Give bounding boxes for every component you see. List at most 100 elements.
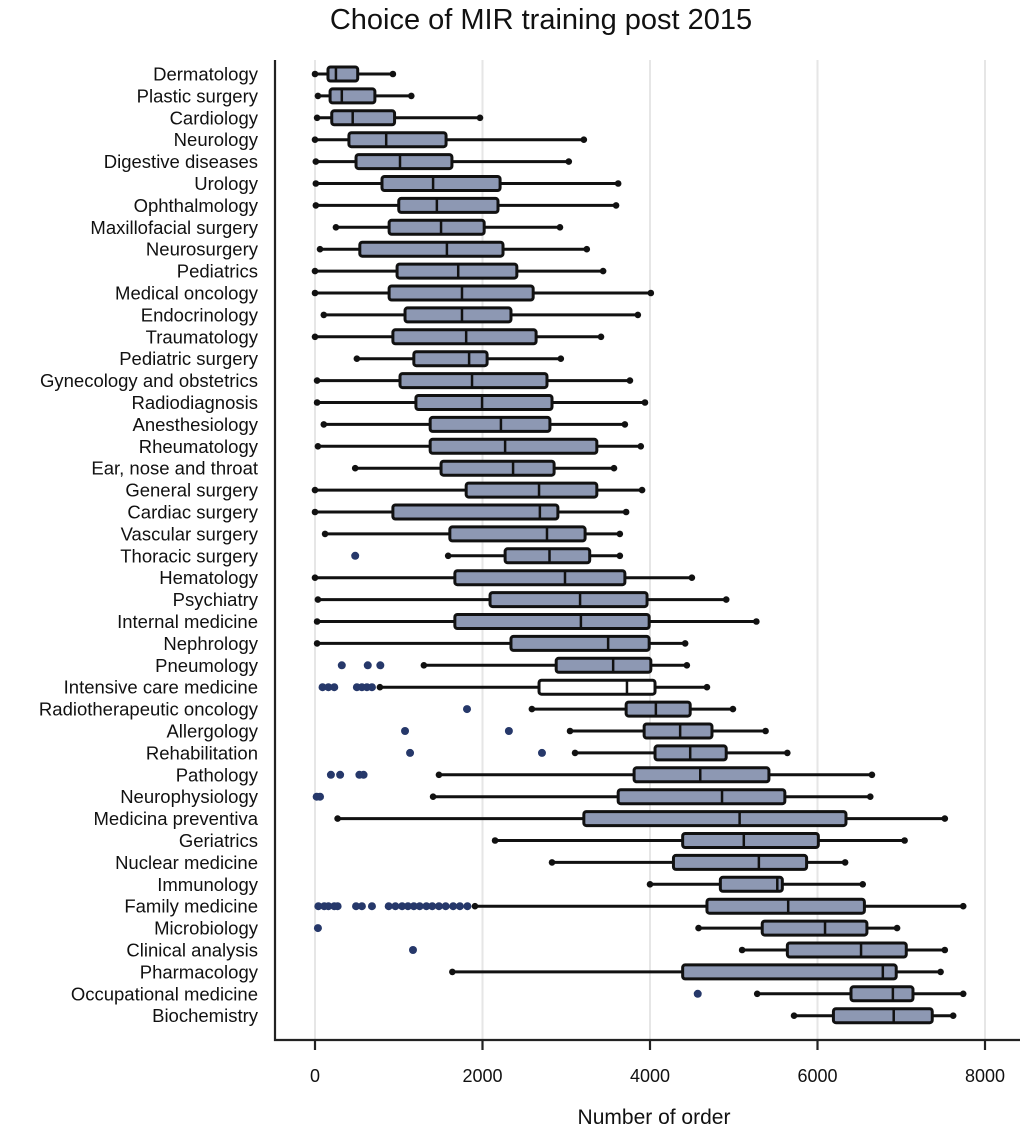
whisker-cap-min [312, 202, 320, 209]
outlier-point [336, 770, 345, 779]
category-label: Ophthalmology [134, 195, 259, 216]
iqr-box [582, 810, 848, 828]
box-group [314, 591, 730, 609]
iqr-box [632, 766, 771, 784]
category-label: Intensive care medicine [64, 677, 258, 698]
iqr-box [642, 722, 714, 740]
whisker-cap-max [703, 683, 711, 691]
box-group [491, 832, 908, 849]
box-group [334, 810, 949, 828]
outlier-point [384, 902, 393, 911]
whisker-cap-min [444, 552, 452, 560]
iqr-box [412, 350, 489, 368]
whisker-cap-max [841, 859, 849, 866]
category-label: Clinical analysis [126, 940, 258, 961]
iqr-box [705, 897, 866, 915]
whisker-cap-min [313, 377, 321, 384]
box-group [408, 941, 949, 959]
whisker-cap-min [312, 158, 320, 165]
outlier-point [357, 902, 366, 911]
box-group [311, 262, 607, 280]
category-label: Pneumology [155, 655, 259, 676]
outlier-point [314, 902, 323, 911]
whisker-cap-min [313, 618, 321, 625]
outlier-point [337, 661, 346, 670]
category-label: Rehabilitation [146, 742, 258, 763]
box-group [693, 985, 967, 1003]
outlier-point [313, 924, 322, 933]
outlier-point [422, 902, 431, 911]
iqr-box [624, 700, 692, 718]
category-label: Rheumatology [139, 436, 259, 457]
iqr-box [398, 372, 549, 390]
iqr-box [439, 459, 556, 477]
whisker-cap-min [313, 399, 321, 406]
whisker-cap-min [738, 946, 746, 954]
outlier-point [363, 661, 372, 670]
outlier-point [401, 727, 410, 735]
whisker-cap-max [937, 968, 944, 976]
category-label: Cardiac surgery [127, 502, 258, 523]
category-label: Pediatrics [177, 261, 258, 282]
box-group [312, 175, 622, 192]
category-label: Microbiology [154, 918, 259, 939]
iqr-box [509, 634, 651, 652]
category-label: Psychiatry [173, 589, 259, 610]
iqr-box [414, 394, 554, 411]
iqr-box [537, 678, 657, 696]
whisker-cap-min [316, 245, 324, 253]
outlier-point [463, 902, 472, 911]
whisker-cap-max [901, 837, 908, 844]
iqr-box [397, 196, 500, 214]
outlier-point [367, 902, 376, 911]
box-group [449, 963, 944, 981]
whisker-cap-max [476, 114, 484, 122]
whisker-cap-max [622, 508, 630, 516]
axes [273, 60, 1020, 1042]
box-group [313, 634, 689, 652]
x-tick-label: 6000 [797, 1066, 837, 1086]
whisker-cap-max [621, 421, 629, 428]
outlier-point [330, 683, 339, 692]
outlier-point [408, 946, 417, 954]
category-label: Neurosurgery [146, 239, 259, 260]
box-group [463, 700, 737, 718]
category-label: Dermatology [153, 64, 259, 85]
outlier-point [415, 902, 424, 911]
whisker-cap-min [376, 683, 384, 691]
box-group [313, 613, 760, 630]
whisker-cap-max [959, 990, 967, 998]
whisker-cap-min [311, 574, 319, 581]
box-group [311, 569, 696, 587]
x-tick-label: 4000 [630, 1066, 670, 1086]
iqr-box [718, 875, 784, 893]
box-group [313, 372, 634, 390]
box-group [311, 284, 655, 302]
iqr-box [448, 525, 587, 543]
box-group [351, 547, 624, 565]
category-label: Radiotherapeutic oncology [39, 699, 259, 720]
box-group [646, 875, 867, 893]
category-label: Medicina preventiva [93, 808, 258, 829]
whisker-cap-max [599, 267, 607, 275]
outlier-point [359, 770, 368, 779]
box-group [312, 153, 573, 171]
category-label: Urology [194, 173, 258, 194]
whisker-cap-min [566, 727, 574, 735]
boxes [311, 65, 967, 1025]
outlier-point [434, 902, 443, 911]
category-label: Vascular surgery [121, 523, 259, 544]
outlier-point [441, 902, 450, 911]
axis-frame [273, 60, 1020, 1042]
category-label: Nuclear medicine [115, 852, 258, 873]
category-label: Cardiology [170, 107, 259, 128]
category-label: General surgery [125, 480, 258, 501]
x-axis-ticks: 0 2000 4000 6000 8000 [310, 1040, 1005, 1086]
iqr-box [831, 1007, 934, 1025]
box-group [790, 1007, 957, 1025]
box-group [311, 481, 646, 499]
outlier-point [367, 683, 376, 692]
whisker-cap-min [311, 333, 319, 341]
category-label: Radiodiagnosis [131, 392, 258, 413]
whisker-cap-max [729, 705, 737, 713]
